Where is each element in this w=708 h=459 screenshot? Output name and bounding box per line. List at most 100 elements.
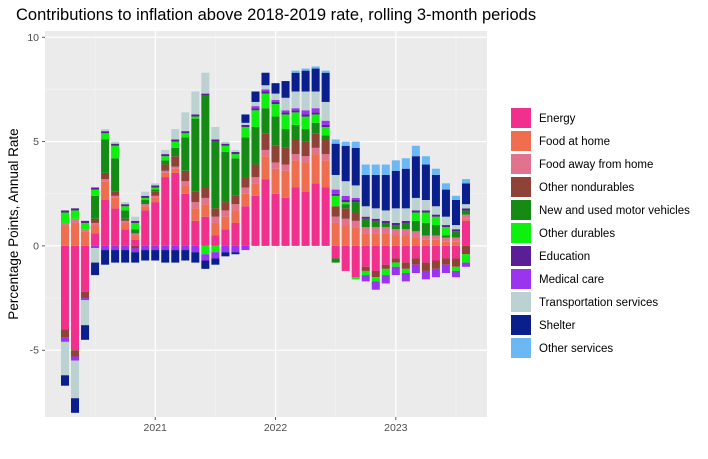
- bar-segment: [441, 225, 450, 228]
- bar-segment: [91, 187, 100, 190]
- bar-segment: [441, 183, 450, 190]
- bar-segment: [121, 204, 130, 207]
- bar-segment: [411, 237, 420, 246]
- bar-segment: [221, 229, 230, 246]
- bar-segment: [321, 126, 330, 136]
- bar-segment: [341, 208, 350, 219]
- bar-segment: [431, 206, 440, 215]
- legend-swatch: [511, 200, 531, 220]
- bar-segment: [301, 191, 310, 246]
- y-tick-label: -5: [30, 345, 39, 357]
- bar-segment: [391, 258, 400, 263]
- bar-segment: [251, 183, 260, 196]
- bar-segment: [431, 268, 440, 278]
- bar-segment: [201, 187, 210, 198]
- bar-segment: [101, 129, 110, 132]
- bar-segment: [431, 216, 440, 226]
- bar-segment: [91, 225, 100, 234]
- bar-segment: [371, 174, 380, 209]
- bar-segment: [451, 266, 460, 271]
- bar-segment: [391, 222, 400, 226]
- bar-segment: [161, 250, 170, 263]
- bar-segment: [311, 154, 320, 184]
- y-tick-label: 5: [33, 136, 39, 148]
- bar-segment: [311, 91, 320, 109]
- bar-segment: [301, 114, 310, 117]
- bar-segment: [241, 245, 250, 251]
- bar-segment: [451, 241, 460, 246]
- bar-segment: [111, 191, 120, 196]
- bar-segment: [111, 195, 120, 198]
- bar-segment: [181, 131, 190, 134]
- bar-segment: [371, 227, 380, 234]
- bar-segment: [101, 250, 110, 265]
- bar-segment: [421, 200, 430, 211]
- legend-swatch: [511, 338, 531, 358]
- bar-segment: [261, 89, 270, 92]
- bar-segment: [121, 222, 130, 230]
- bar-segment: [241, 126, 250, 138]
- bar-segment: [281, 147, 290, 165]
- bar-segment: [271, 99, 280, 102]
- bar-segment: [221, 145, 230, 153]
- bar-segment: [71, 208, 80, 211]
- bar-segment: [391, 235, 400, 246]
- bar-segment: [331, 193, 340, 196]
- bar-segment: [281, 81, 290, 98]
- bar-segment: [391, 262, 400, 267]
- bar-segment: [281, 197, 290, 246]
- bar-segment: [261, 156, 270, 180]
- bar-segment: [371, 245, 380, 271]
- bar-segment: [411, 156, 420, 198]
- bar-segment: [341, 218, 350, 226]
- legend-swatch: [511, 223, 531, 243]
- bar-segment: [361, 270, 370, 276]
- bar-segment: [461, 183, 471, 205]
- bar-segment: [321, 139, 330, 155]
- bar-segment: [131, 216, 140, 221]
- bar-segment: [91, 247, 100, 263]
- bar-segment: [371, 220, 380, 228]
- legend-label: Other nondurables: [539, 182, 635, 194]
- bar-segment: [381, 164, 390, 175]
- bar-segment: [60, 337, 70, 342]
- bar-segment: [381, 245, 390, 265]
- bar-segment: [171, 168, 180, 173]
- bar-segment: [401, 220, 410, 223]
- x-tick-label: 2021: [144, 422, 168, 434]
- bar-segment: [201, 254, 210, 261]
- bar-segment: [211, 252, 220, 259]
- bar-segment: [91, 222, 100, 226]
- bar-segment: [131, 245, 140, 248]
- bar-segment: [431, 214, 440, 217]
- bar-segment: [411, 210, 420, 213]
- bar-segment: [191, 252, 200, 263]
- bar-segment: [391, 170, 400, 209]
- bar-segment: [461, 220, 471, 246]
- bar-segment: [71, 210, 80, 219]
- bar-segment: [261, 108, 270, 134]
- bar-segment: [231, 149, 240, 153]
- bar-segment: [181, 250, 190, 261]
- bar-segment: [351, 212, 360, 221]
- bar-segment: [461, 254, 471, 263]
- bar-segment: [171, 139, 180, 142]
- bar-segment: [451, 195, 460, 200]
- bar-segment: [231, 152, 240, 155]
- legend-label: Other durables: [539, 228, 615, 240]
- bar-segment: [401, 245, 410, 263]
- bar-segment: [401, 273, 410, 282]
- bar-segment: [211, 216, 220, 223]
- bar-segment: [311, 68, 320, 92]
- bar-segment: [231, 222, 240, 246]
- bar-segment: [131, 247, 140, 253]
- bar-segment: [131, 239, 140, 246]
- bar-segment: [131, 222, 140, 230]
- bar-segment: [171, 172, 180, 246]
- bar-segment: [181, 245, 190, 251]
- bar-segment: [421, 156, 430, 165]
- bar-segment: [161, 154, 170, 157]
- bar-segment: [201, 245, 210, 255]
- bar-segment: [281, 112, 290, 115]
- bar-segment: [351, 202, 360, 213]
